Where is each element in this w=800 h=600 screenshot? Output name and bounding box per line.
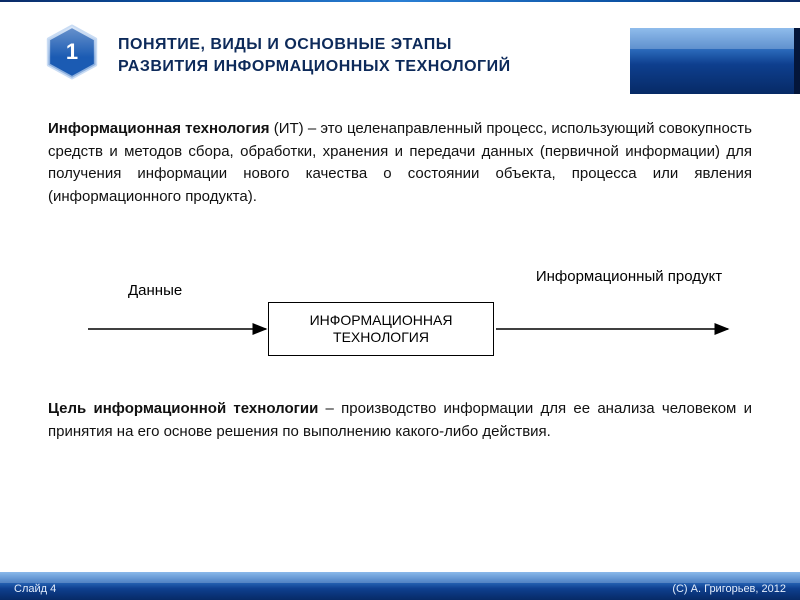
footer-bar: Слайд 4 (С) А. Григорьев, 2012	[0, 572, 800, 600]
goal-term: Цель информационной технологии	[48, 400, 318, 417]
body-content: Информационная технология (ИТ) – это цел…	[48, 118, 752, 443]
footer-gloss	[0, 572, 800, 583]
copyright: (С) А. Григорьев, 2012	[672, 583, 786, 595]
title-line-1: ПОНЯТИЕ, ВИДЫ И ОСНОВНЫЕ ЭТАПЫ	[118, 36, 452, 53]
definition-term: Информационная технология	[48, 120, 270, 137]
top-accent-line	[0, 0, 800, 2]
page-title: ПОНЯТИЕ, ВИДЫ И ОСНОВНЫЕ ЭТАПЫ РАЗВИТИЯ …	[118, 34, 618, 77]
title-line-2: РАЗВИТИЯ ИНФОРМАЦИОННЫХ ТЕХНОЛОГИЙ	[118, 58, 511, 75]
section-badge: 1	[44, 24, 100, 80]
header-right-stripe	[794, 28, 800, 94]
diagram-box-label: ИНФОРМАЦИОННАЯ ТЕХНОЛОГИЯ	[277, 312, 485, 347]
goal-paragraph: Цель информационной технологии – произво…	[48, 398, 752, 443]
slide-number: Слайд 4	[14, 583, 56, 595]
section-number: 1	[44, 24, 100, 80]
diagram-process-box: ИНФОРМАЦИОННАЯ ТЕХНОЛОГИЯ	[268, 302, 494, 356]
io-diagram: Данные Информационный продукт ИНФОРМАЦИО…	[48, 268, 752, 378]
definition-paragraph: Информационная технология (ИТ) – это цел…	[48, 118, 752, 208]
